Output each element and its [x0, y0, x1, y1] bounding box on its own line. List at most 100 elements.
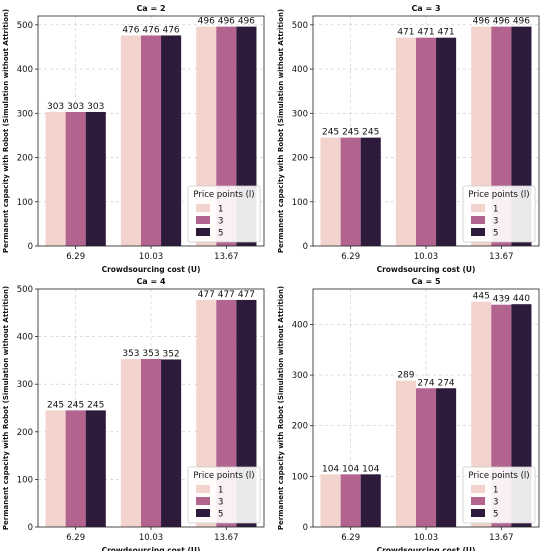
y-tick-label: 0 [303, 523, 308, 533]
data-label: 245 [47, 400, 64, 410]
legend-title: Price points (l) [468, 471, 529, 481]
data-label: 496 [493, 17, 510, 27]
data-label: 476 [162, 25, 179, 35]
legend-swatch [471, 216, 485, 224]
legend-swatch [196, 228, 210, 236]
x-axis-label: Crowdsourcing cost (U) [102, 546, 201, 551]
legend-entry: 3 [493, 498, 498, 508]
panel-3: 245 353 477 245 353 477 245 352 477 0 100 200 300 400… [2, 277, 265, 551]
y-tick-label: 300 [292, 371, 308, 381]
y-tick-label: 300 [17, 109, 33, 119]
legend-entry: 3 [493, 217, 498, 227]
x-tick-label: 13.67 [489, 252, 513, 262]
x-tick-label: 6.29 [66, 533, 85, 543]
bar [140, 35, 162, 246]
bar [140, 358, 162, 527]
data-label: 445 [473, 292, 490, 302]
data-label: 440 [513, 294, 530, 304]
x-axis-label: Crowdsourcing cost (U) [102, 265, 201, 274]
chart-title: Ca = 4 [136, 277, 166, 286]
data-label: 477 [218, 290, 235, 300]
x-tick-label: 13.67 [214, 533, 238, 543]
x-tick-label: 10.03 [139, 533, 163, 543]
x-tick-label: 6.29 [66, 252, 85, 262]
legend-swatch [196, 497, 210, 505]
legend-swatch [471, 485, 485, 493]
legend-title: Price points (l) [468, 190, 529, 200]
y-tick-label: 400 [292, 320, 308, 330]
data-label: 104 [322, 464, 339, 474]
data-label: 471 [437, 28, 454, 38]
x-tick-label: 13.67 [489, 533, 513, 543]
data-label: 477 [238, 290, 255, 300]
data-label: 353 [142, 349, 159, 359]
legend-swatch [196, 509, 210, 517]
bar [85, 111, 106, 246]
legend-entry: 5 [218, 229, 223, 239]
y-tick-label: 0 [303, 242, 308, 252]
bar [320, 474, 341, 527]
y-tick-label: 100 [17, 475, 33, 485]
y-tick-label: 500 [17, 285, 33, 295]
panel-4: 104 289 445 104 274 439 104 274 440 0 100 200 300 400… [277, 277, 540, 551]
y-tick-label: 500 [17, 21, 33, 31]
data-label: 245 [362, 128, 379, 138]
legend-entry: 1 [218, 205, 223, 215]
data-label: 496 [198, 17, 215, 27]
legend-entry: 3 [218, 217, 223, 227]
bar [395, 37, 416, 246]
chart-title: Ca = 5 [411, 277, 441, 286]
bar [395, 380, 416, 527]
legend-entry: 3 [218, 498, 223, 508]
data-label: 289 [397, 371, 414, 381]
data-label: 245 [342, 128, 359, 138]
legend-entry: 1 [493, 486, 498, 496]
y-axis-label: Permanent capacity with Robot (Simulatio… [277, 286, 285, 530]
data-label: 104 [362, 464, 379, 474]
data-label: 245 [67, 400, 84, 410]
panel-1: 303 476 496 303 476 496 303 476 496 0 100 200 300 400… [2, 4, 265, 274]
data-label: 352 [162, 349, 179, 359]
data-label: 274 [417, 378, 434, 388]
bar [161, 35, 182, 246]
data-label: 303 [87, 102, 104, 112]
data-label: 303 [67, 102, 84, 112]
data-label: 496 [473, 17, 490, 27]
legend: Price points (l) 1 3 5 [462, 185, 536, 243]
y-axis-label: Permanent capacity with Robot (Simulatio… [2, 286, 10, 530]
legend: Price points (l) 1 3 5 [187, 466, 261, 524]
legend: Price points (l) 1 3 5 [187, 185, 261, 243]
bar [436, 37, 457, 246]
legend-title: Price points (l) [193, 190, 254, 200]
data-label: 477 [198, 290, 215, 300]
legend-swatch [196, 216, 210, 224]
y-tick-label: 200 [17, 428, 33, 438]
y-tick-label: 400 [17, 65, 33, 75]
bar [120, 358, 141, 527]
y-tick-label: 0 [28, 242, 33, 252]
data-label: 245 [87, 400, 104, 410]
bar [65, 111, 86, 246]
data-label: 496 [238, 17, 255, 27]
data-label: 303 [47, 102, 64, 112]
data-label: 476 [142, 25, 159, 35]
x-axis-label: Crowdsourcing cost (U) [377, 546, 476, 551]
legend-entry: 5 [218, 510, 223, 520]
bar [360, 474, 381, 527]
legend-entry: 5 [493, 510, 498, 520]
legend-title: Price points (l) [193, 471, 254, 481]
x-tick-label: 13.67 [214, 252, 238, 262]
x-axis-label: Crowdsourcing cost (U) [377, 265, 476, 274]
legend-swatch [471, 228, 485, 236]
y-axis-label: Permanent capacity with Robot (Simulatio… [277, 9, 285, 253]
bar [340, 137, 361, 246]
chart-title: Ca = 2 [136, 4, 165, 13]
legend: Price points (l) 1 3 5 [462, 466, 536, 524]
bar [436, 388, 457, 527]
y-tick-label: 0 [28, 523, 33, 533]
y-tick-label: 200 [17, 154, 33, 164]
legend-swatch [196, 485, 210, 493]
data-label: 471 [417, 28, 434, 38]
bar [161, 359, 182, 527]
